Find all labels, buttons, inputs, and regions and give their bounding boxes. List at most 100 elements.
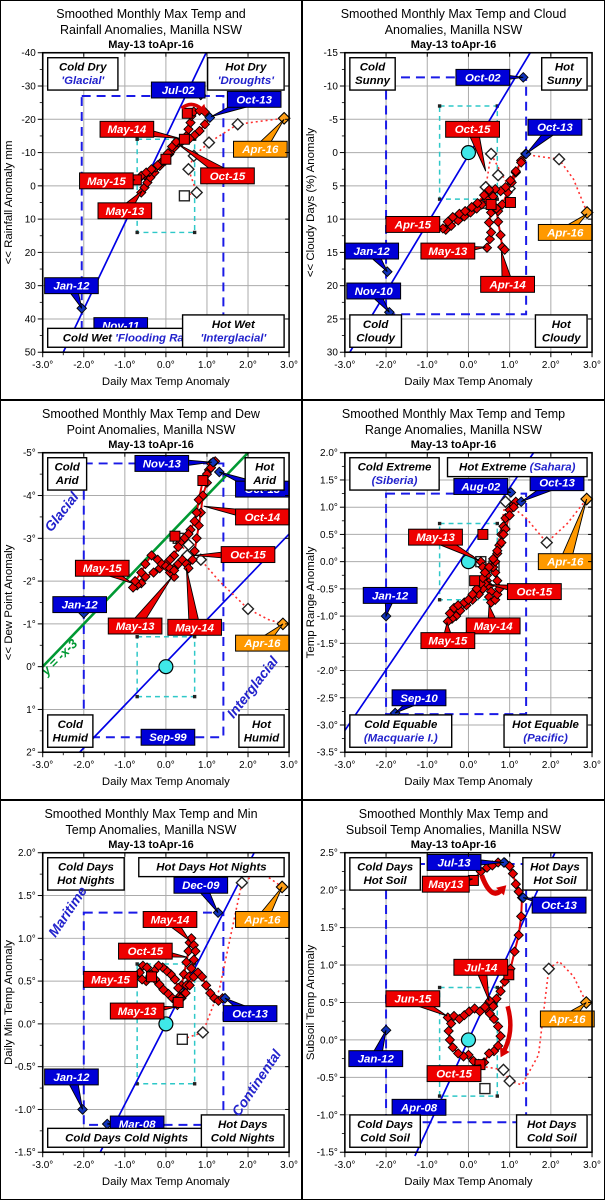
- cyan-box-corner-marker: [135, 694, 139, 699]
- y-tick-label: -15: [323, 48, 338, 59]
- y-tick-label: 50: [25, 348, 37, 359]
- date-callout-box: [167, 618, 222, 636]
- quadrant-label-box: [200, 1114, 285, 1148]
- white-square-point: [479, 1082, 491, 1095]
- x-tick-label: -1.0°: [417, 1160, 438, 1171]
- date-callout-box: [142, 911, 198, 928]
- x-tick-label: 3.0°: [583, 1160, 601, 1171]
- data-point: [484, 233, 496, 245]
- date-callout-label: Oct-02: [465, 72, 501, 84]
- date-callout-box: [52, 596, 107, 614]
- data-point: [447, 211, 459, 223]
- white-diamond-point: [540, 536, 554, 550]
- chart-canvas-rainfall: Jul-02 Oct-13 May-14 Apr-16 May-15 Oct-15 May-…: [3, 48, 298, 388]
- date-callout-box: [140, 728, 196, 746]
- y-tick-label: 0.5°: [18, 977, 36, 988]
- data-point: [447, 1042, 459, 1053]
- quadrant-label-box: [522, 857, 588, 891]
- date-callout-box: [421, 875, 470, 893]
- x-tick-label: 0.0°: [157, 360, 175, 371]
- quadrant-label-text: Hot Wet: [212, 319, 256, 331]
- x-tick-label: -3.0°: [334, 760, 355, 771]
- x-tick-label: -2.0°: [73, 360, 94, 371]
- cyan-dash-box: [136, 138, 196, 234]
- data-point: [513, 929, 524, 941]
- y-tick-label: 2.5°: [320, 848, 338, 859]
- quadrant-label-text: Sunny: [355, 75, 391, 87]
- red-square-point: [181, 107, 193, 119]
- y-tick-label: 15: [327, 248, 339, 259]
- y-tick-label: 1.5°: [18, 891, 36, 902]
- x-tick-label: -2.0°: [375, 1160, 396, 1171]
- quadrant-label-box: [349, 1114, 422, 1148]
- y-tick-label: 0.0°: [320, 557, 338, 568]
- date-callout-label: Aug-02: [460, 481, 500, 493]
- x-tick-label: 3.0°: [583, 360, 601, 371]
- date-callout-box: [79, 172, 134, 190]
- white-diamond-point: [496, 1063, 510, 1077]
- quadrant-label-text: Hot Days: [530, 862, 580, 874]
- x-axis-title: Daily Max Temp Anomaly: [102, 376, 230, 388]
- quadrant-label-box: [46, 857, 125, 891]
- data-point: [483, 1048, 495, 1059]
- date-callout-box: [226, 90, 282, 108]
- data-point: [485, 227, 497, 238]
- quadrant-label-text: Cold: [58, 719, 84, 731]
- data-point: [136, 567, 147, 578]
- x-tick-label: 3.0°: [280, 360, 298, 371]
- date-callout-label: Oct-15: [517, 587, 553, 599]
- data-point: [498, 529, 509, 540]
- data-point: [488, 1013, 500, 1025]
- x-tick-label: 2.0°: [542, 360, 560, 371]
- data-point: [500, 181, 511, 193]
- date-callout-box: [453, 958, 509, 976]
- date-callout-label: Apr-16: [546, 557, 584, 569]
- data-point: [178, 969, 190, 980]
- cyan-box-corner-marker: [437, 104, 442, 108]
- data-point: [479, 567, 491, 578]
- y-tick-label: 30: [25, 281, 37, 292]
- data-point: [495, 229, 506, 241]
- y-axis-title: Daily Min Temp Anomaly: [3, 940, 15, 1065]
- quadrant-label-box: [349, 714, 453, 748]
- date-callout-box: [426, 854, 482, 871]
- data-point: [184, 980, 195, 991]
- date-callout-label: May-14: [175, 622, 214, 634]
- data-point: [492, 545, 503, 556]
- quadrant-label-text: Cold Soil: [360, 1132, 410, 1144]
- y-tick-label: 2.0°: [18, 848, 36, 859]
- y-tick-label: 0.0°: [320, 1035, 338, 1046]
- date-callout-label: Sep-10: [400, 693, 438, 705]
- chart-canvas-subsoil: Jul-13 May13 Oct-13 Jul-14 Jun-15 Apr-16 Jan-1…: [305, 848, 601, 1188]
- date-callout-box: [391, 689, 447, 707]
- quadrant-label-text: Hot Equable: [512, 719, 579, 731]
- date-callout-box: [420, 632, 476, 650]
- chart-canvas-cloud: Oct-02 Oct-15 Oct-13 Apr-15 May-13 Apr-14 Apr-…: [305, 48, 601, 388]
- y-tick-label: -20: [21, 115, 36, 126]
- date-callout-box: [455, 68, 511, 86]
- quadrant-label-box: [503, 714, 588, 748]
- data-point: [190, 945, 201, 957]
- data-point: [495, 986, 506, 997]
- y-tick-label: 5: [332, 181, 338, 192]
- y-tick-label: -1.0°: [15, 1105, 36, 1116]
- data-point: [505, 175, 516, 186]
- date-callout-label: May-14: [151, 914, 190, 926]
- y-tick-label: -3°: [23, 534, 36, 545]
- date-callout-label: May-13: [416, 532, 455, 544]
- x-axis-title: Daily Max Temp Anomaly: [404, 1176, 533, 1188]
- date-callout-label: May-15: [83, 563, 122, 575]
- quadrant-label-text: Hot: [252, 719, 272, 731]
- data-point: [129, 575, 141, 587]
- cyan-box-corner-marker: [495, 521, 499, 526]
- cyan-box-corner-marker: [135, 137, 139, 141]
- x-tick-label: -1.0°: [114, 760, 135, 771]
- cyan-box-corner-marker: [495, 197, 499, 201]
- cyan-box-corner-marker: [192, 694, 197, 699]
- y-tick-label: 0: [332, 148, 338, 159]
- date-callout-box: [74, 559, 130, 577]
- cyan-dash-box: [438, 105, 499, 200]
- y-axis-title: << Rainfall Anomaly mm: [3, 141, 15, 265]
- curved-arrow-head: [499, 1046, 510, 1058]
